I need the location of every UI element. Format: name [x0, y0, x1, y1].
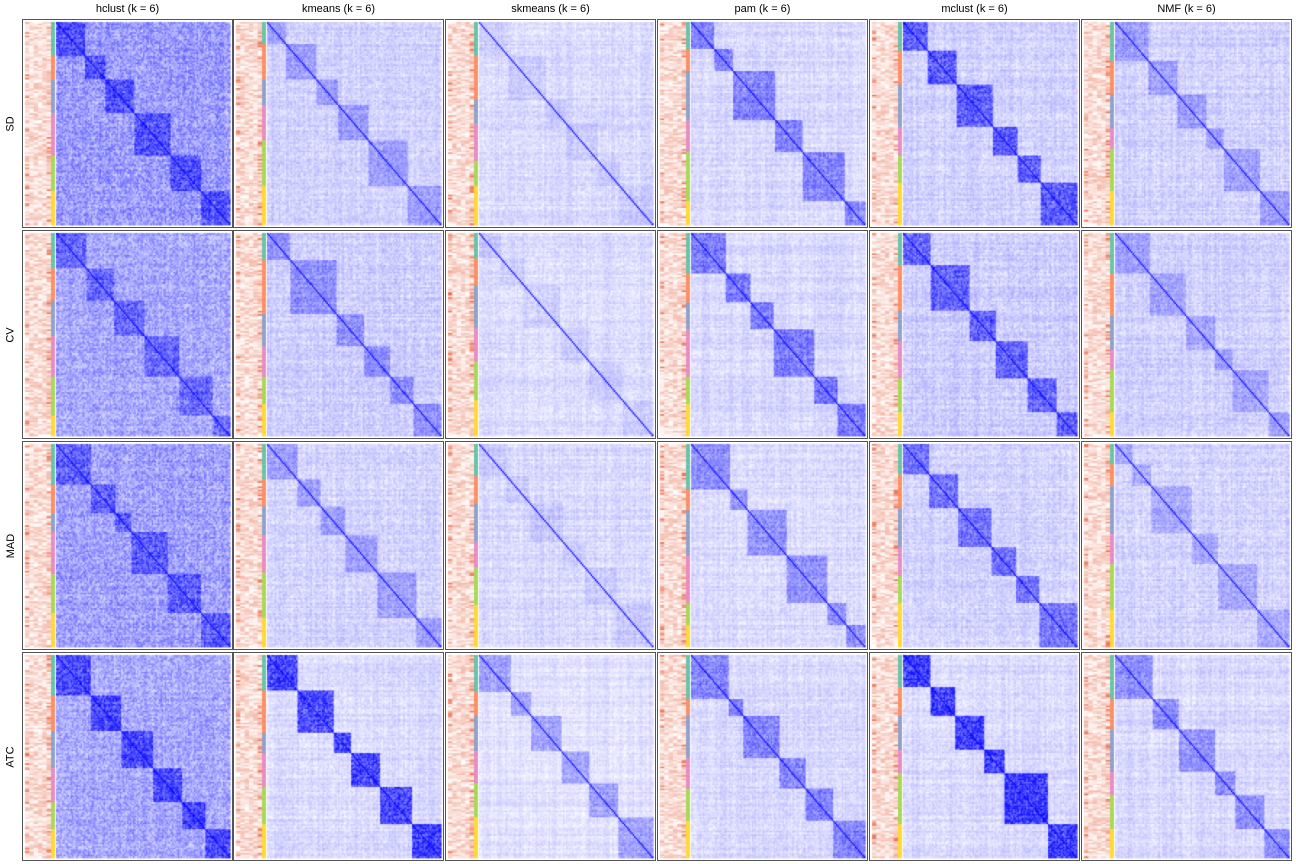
heatmap-panel-mclust-mad: [869, 441, 1080, 650]
heatmap-panel-hclust-atc: [22, 652, 233, 861]
consensus-matrix: [234, 653, 443, 860]
heatmap-panel-pam-sd: [657, 19, 868, 228]
heatmap-panel-skmeans-cv: [445, 230, 656, 439]
consensus-matrix: [870, 231, 1079, 438]
consensus-matrix: [446, 231, 655, 438]
row-label-cv: CV: [2, 230, 20, 439]
consensus-matrix: [446, 442, 655, 649]
heatmap-panel-pam-mad: [657, 441, 868, 650]
heatmap-panel-kmeans-sd: [233, 19, 444, 228]
consensus-matrix: [658, 20, 867, 227]
consensus-matrix: [23, 231, 232, 438]
row-label-sd: SD: [2, 19, 20, 228]
consensus-matrix: [1082, 442, 1291, 649]
row-label-text: MAD: [5, 533, 18, 558]
consensus-matrix: [234, 20, 443, 227]
heatmap-panel-kmeans-cv: [233, 230, 444, 439]
consensus-matrix: [23, 442, 232, 649]
heatmap-panel-pam-atc: [657, 652, 868, 861]
consensus-matrix: [446, 653, 655, 860]
heatmap-panel-hclust-sd: [22, 19, 233, 228]
heatmap-panel-nmf-atc: [1081, 652, 1292, 861]
heatmap-panel-nmf-mad: [1081, 441, 1292, 650]
heatmap-panel-mclust-atc: [869, 652, 1080, 861]
consensus-matrix: [658, 442, 867, 649]
consensus-matrix: [870, 653, 1079, 860]
heatmap-panel-mclust-cv: [869, 230, 1080, 439]
heatmap-panel-kmeans-mad: [233, 441, 444, 650]
heatmap-panel-skmeans-sd: [445, 19, 656, 228]
heatmap-panel-nmf-sd: [1081, 19, 1292, 228]
column-title-kmeans: kmeans (k = 6): [301, 3, 376, 15]
consensus-matrix: [1082, 653, 1291, 860]
consensus-matrix: [234, 231, 443, 438]
consensus-matrix: [1082, 231, 1291, 438]
heatmap-panel-mclust-sd: [869, 19, 1080, 228]
heatmap-panel-pam-cv: [657, 230, 868, 439]
heatmap-panel-hclust-mad: [22, 441, 233, 650]
consensus-matrix: [658, 231, 867, 438]
column-title-nmf: NMF (k = 6): [1157, 3, 1216, 15]
consensus-matrix: [1082, 20, 1291, 227]
heatmap-panel-skmeans-mad: [445, 441, 656, 650]
consensus-matrix: [870, 20, 1079, 227]
heatmap-panel-kmeans-atc: [233, 652, 444, 861]
heatmap-panel-skmeans-atc: [445, 652, 656, 861]
consensus-matrix: [446, 20, 655, 227]
consensus-matrix: [234, 442, 443, 649]
row-label-atc: ATC: [2, 652, 20, 861]
row-label-mad: MAD: [2, 441, 20, 650]
column-title-mclust: mclust (k = 6): [941, 3, 1008, 15]
column-title-hclust: hclust (k = 6): [95, 3, 160, 15]
heatmap-panel-hclust-cv: [22, 230, 233, 439]
consensus-matrix: [23, 653, 232, 860]
column-title-skmeans: skmeans (k = 6): [511, 3, 590, 15]
column-title-pam: pam (k = 6): [734, 3, 791, 15]
consensus-matrix: [870, 442, 1079, 649]
consensus-matrix: [23, 20, 232, 227]
row-label-text: CV: [5, 326, 17, 343]
row-label-text: ATC: [5, 745, 17, 768]
consensus-matrix: [658, 653, 867, 860]
heatmap-panel-nmf-cv: [1081, 230, 1292, 439]
row-label-text: SD: [5, 115, 17, 132]
